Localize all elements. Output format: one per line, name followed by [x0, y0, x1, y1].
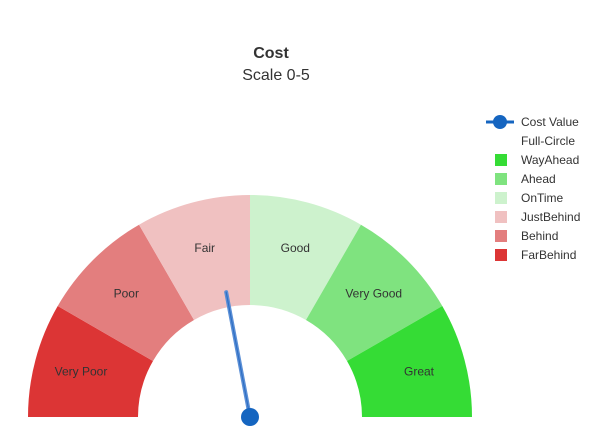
gauge-segment-very-poor — [28, 306, 153, 417]
legend-swatch — [495, 230, 507, 242]
legend-label: Cost Value — [521, 115, 579, 129]
gauge-segment-fair — [139, 195, 250, 320]
legend-swatch — [495, 249, 507, 261]
legend-item-behind[interactable]: Behind — [495, 229, 558, 243]
legend-marker — [493, 115, 507, 129]
legend-label: JustBehind — [521, 210, 580, 224]
legend-label: Ahead — [521, 172, 556, 186]
legend-item-ontime[interactable]: OnTime — [495, 191, 564, 205]
chart-subtitle: Scale 0-5 — [242, 67, 310, 84]
legend-label: WayAhead — [521, 153, 579, 167]
gauge-segment-good — [250, 195, 361, 320]
gauge-segment-label: Great — [404, 365, 435, 379]
gauge-needle-line-core — [225, 291, 251, 418]
gauge-segment-poor — [57, 224, 195, 362]
gauge-segments — [28, 195, 472, 417]
legend-item-full-circle[interactable]: Full-Circle — [521, 134, 575, 148]
gauge-needle-hub — [241, 408, 259, 426]
legend-label: Full-Circle — [521, 134, 575, 148]
legend-item-ahead[interactable]: Ahead — [495, 172, 556, 186]
legend-swatch — [495, 154, 507, 166]
legend-label: FarBehind — [521, 248, 576, 262]
chart-legend[interactable]: Cost Value Full-Circle WayAhead Ahead OnTime… — [486, 115, 580, 262]
gauge-segment-very-good — [305, 224, 443, 362]
gauge-needle — [224, 290, 259, 426]
gauge-segment-label: Fair — [194, 241, 215, 255]
gauge-segment-label: Good — [281, 241, 310, 255]
legend-swatch — [495, 192, 507, 204]
legend-item-cost-value[interactable]: Cost Value — [486, 115, 579, 129]
legend-item-justbehind[interactable]: JustBehind — [495, 210, 580, 224]
legend-swatch — [495, 173, 507, 185]
chart-title: Cost — [253, 45, 289, 62]
gauge-segment-labels: Very Poor Poor Fair Good Very Good Great — [55, 241, 435, 379]
gauge-segment-label: Very Poor — [55, 365, 108, 379]
gauge-segment-great — [347, 306, 472, 417]
legend-item-farbehind[interactable]: FarBehind — [495, 248, 576, 262]
legend-item-wayahead[interactable]: WayAhead — [495, 153, 579, 167]
gauge-segment-label: Poor — [114, 286, 139, 300]
legend-label: OnTime — [521, 191, 564, 205]
legend-label: Behind — [521, 229, 558, 243]
legend-swatch — [495, 211, 507, 223]
gauge-segment-label: Very Good — [345, 286, 402, 300]
